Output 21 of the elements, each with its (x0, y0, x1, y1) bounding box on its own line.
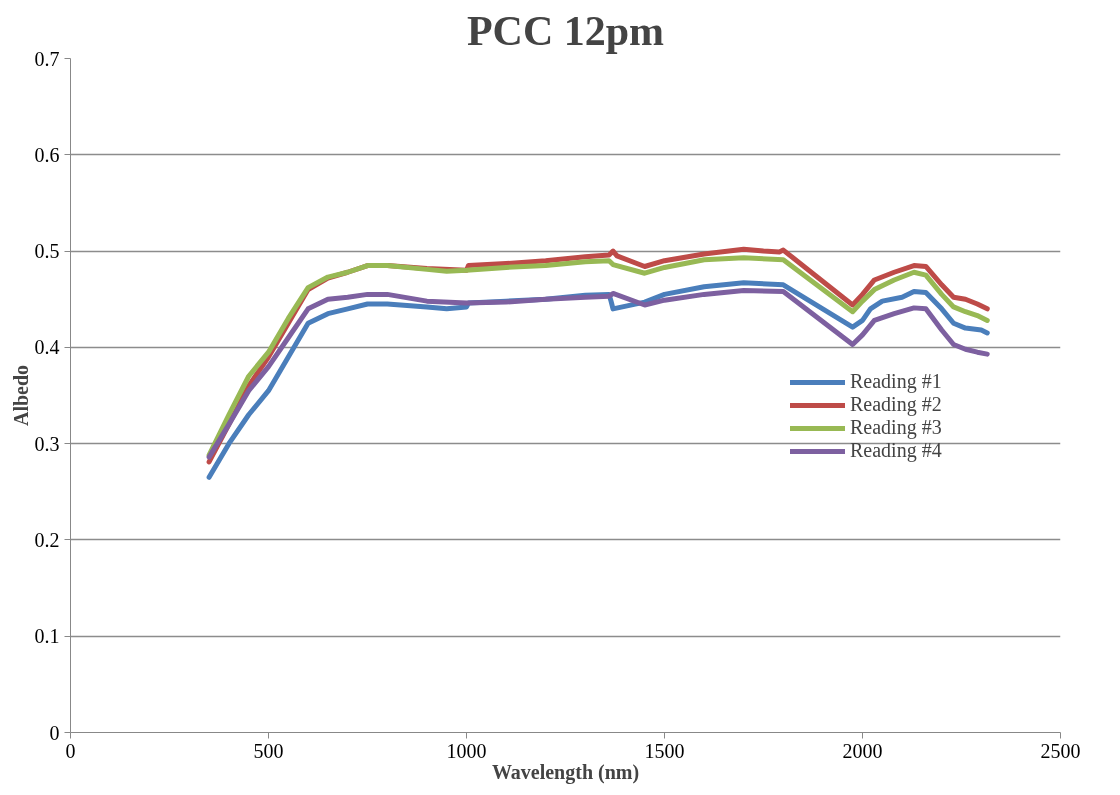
x-tick-label: 1500 (644, 739, 685, 762)
y-tick-label: 0.3 (34, 432, 60, 455)
x-axis-title: Wavelength (nm) (491, 760, 640, 784)
x-tick-label: 2500 (1040, 739, 1081, 762)
chart-title: PCC 12pm (466, 7, 665, 54)
x-tick-label: 500 (253, 739, 284, 762)
legend-label: Reading #4 (850, 439, 942, 462)
y-tick-label: 0.1 (34, 625, 60, 648)
legend-label: Reading #2 (850, 393, 942, 416)
y-tick-label: 0.6 (34, 143, 60, 166)
legend-label: Reading #1 (850, 370, 942, 393)
x-tick-label: 0 (65, 739, 76, 762)
legend-label: Reading #3 (850, 416, 942, 439)
y-tick-label: 0 (49, 721, 60, 744)
x-tick-label: 2000 (842, 739, 883, 762)
y-tick-label: 0.5 (34, 240, 60, 263)
y-axis-title: Albedo (9, 364, 32, 427)
y-tick-label: 0.4 (34, 336, 60, 359)
y-tick-label: 0.2 (34, 528, 60, 551)
x-tick-label: 1000 (446, 739, 487, 762)
y-tick-label: 0.7 (34, 47, 60, 70)
